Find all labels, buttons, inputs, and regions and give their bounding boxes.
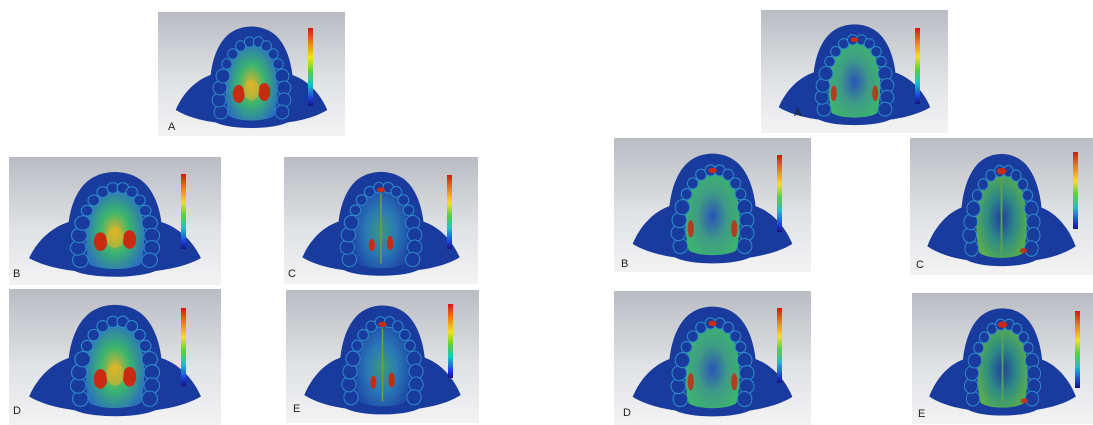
palate-stress-model — [927, 154, 1076, 267]
palate-stress-model — [302, 171, 460, 276]
stress-map-panel-right-C: C — [910, 138, 1093, 275]
stress-color-scale — [915, 28, 920, 104]
stress-color-scale — [777, 308, 782, 383]
panel-label: C — [916, 259, 924, 271]
palate-stress-model — [778, 24, 931, 126]
stress-color-scale — [1073, 152, 1078, 229]
palate-stress-model — [632, 306, 793, 417]
panel-label: A — [168, 121, 176, 133]
stress-color-scale — [448, 304, 453, 378]
stress-map-panel-left-A: A — [158, 12, 345, 136]
stress-map-panel-right-E: E — [912, 293, 1093, 424]
palate-stress-model — [304, 305, 461, 415]
panel-label: B — [621, 258, 629, 270]
palate-stress-model — [29, 171, 201, 277]
panel-label: A — [794, 107, 802, 119]
stress-color-scale — [308, 28, 313, 106]
panel-label: D — [623, 407, 631, 419]
stress-map-panel-right-B: B — [614, 138, 811, 272]
palate-stress-model — [29, 304, 201, 417]
panel-label: E — [918, 408, 926, 420]
stress-map-panel-left-C: C — [284, 157, 478, 284]
panel-label: B — [13, 268, 21, 280]
stress-map-panel-right-A: A — [761, 10, 948, 133]
stress-map-panel-left-E: E — [286, 290, 479, 423]
stress-color-scale — [181, 308, 186, 386]
panel-label: E — [293, 403, 301, 415]
stress-map-panel-right-D: D — [614, 291, 811, 425]
stress-map-panel-left-D: D — [9, 289, 221, 425]
palate-stress-model — [632, 153, 793, 264]
palate-stress-model — [929, 308, 1076, 416]
stress-color-scale — [1075, 311, 1080, 388]
stress-color-scale — [181, 174, 186, 249]
panel-label: D — [13, 405, 21, 417]
stress-color-scale — [777, 155, 782, 232]
palate-stress-model — [175, 26, 328, 128]
panel-label: C — [288, 268, 296, 280]
stress-color-scale — [447, 175, 452, 249]
stress-map-panel-left-B: B — [9, 157, 221, 285]
